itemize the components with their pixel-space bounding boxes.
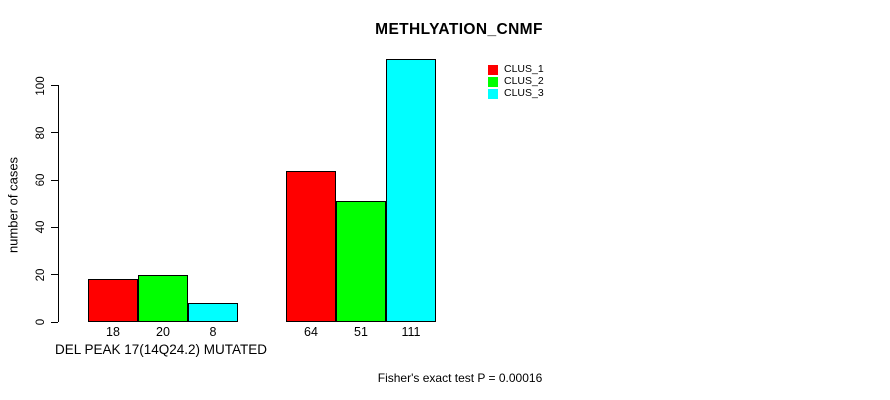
bar-value-label: 51 — [354, 325, 368, 339]
y-tick-label: 60 — [35, 173, 47, 187]
legend-label: CLUS_1 — [504, 63, 544, 75]
bar-clus_1-group1 — [88, 279, 138, 322]
legend-swatch-icon — [488, 76, 498, 87]
legend-item-clus_1: CLUS_1 — [488, 64, 544, 75]
bar-value-label: 64 — [304, 325, 318, 339]
x-axis-group-label: DEL PEAK 17(14Q24.2) MUTATED — [54, 342, 268, 357]
y-tick-mark — [51, 132, 58, 134]
y-tick-mark — [51, 179, 58, 181]
legend-item-clus_3: CLUS_3 — [488, 88, 544, 99]
bar-clus_2-group1 — [138, 275, 188, 322]
y-axis-title: number of cases — [5, 156, 21, 254]
legend-swatch-icon — [488, 64, 498, 75]
y-tick-label: 80 — [35, 126, 47, 140]
y-tick-mark — [51, 321, 58, 323]
chart-title: METHLYATION_CNMF — [375, 21, 543, 38]
bar-clus_3-group1 — [188, 303, 238, 322]
legend-item-clus_2: CLUS_2 — [488, 76, 544, 87]
bar-clus_1-group2 — [286, 171, 336, 322]
y-axis-line — [58, 85, 59, 322]
y-tick-label: 0 — [35, 318, 47, 326]
y-tick-mark — [51, 274, 58, 276]
y-tick-mark — [51, 85, 58, 86]
y-tick-mark — [51, 226, 58, 228]
bar-clus_3-group2 — [386, 59, 436, 322]
legend-label: CLUS_2 — [504, 75, 544, 87]
legend-swatch-icon — [488, 88, 498, 99]
y-tick-label: 100 — [35, 75, 47, 96]
bar-value-label: 20 — [156, 325, 170, 339]
legend: CLUS_1 CLUS_2 CLUS_3 — [488, 64, 544, 100]
bar-value-label: 8 — [209, 325, 217, 339]
bar-value-label: 18 — [106, 325, 120, 339]
y-tick-label: 20 — [35, 268, 47, 282]
y-tick-label: 40 — [35, 220, 47, 234]
stat-annotation: Fisher's exact test P = 0.00016 — [377, 371, 543, 385]
bar-clus_2-group2 — [336, 201, 386, 322]
bar-value-label: 111 — [401, 325, 421, 339]
legend-label: CLUS_3 — [504, 87, 544, 99]
